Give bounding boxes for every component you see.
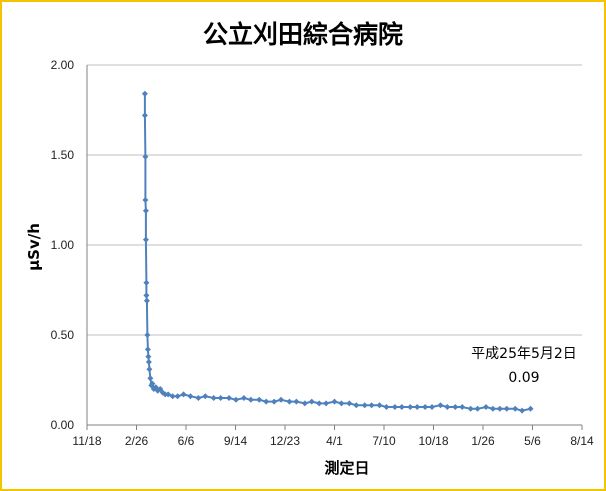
- data-point-54: [391, 404, 398, 410]
- y-tick-label-3: 1.50: [51, 148, 75, 162]
- x-tick-label-7: 10/18: [418, 434, 448, 448]
- data-point-46: [331, 398, 338, 405]
- data-point-8: [143, 297, 150, 304]
- y-tick-label-0: 0.00: [51, 418, 75, 432]
- data-point-26: [180, 391, 187, 398]
- data-point-35: [247, 396, 254, 403]
- series: [141, 90, 534, 414]
- data-point-33: [232, 396, 239, 403]
- data-point-60: [437, 402, 444, 409]
- data-point-32: [226, 395, 233, 401]
- data-point-59: [429, 404, 436, 410]
- y-tick-label-2: 1.00: [51, 238, 75, 252]
- data-point-6: [143, 279, 150, 286]
- x-tick-label-8: 1/26: [471, 434, 495, 448]
- data-point-36: [256, 396, 263, 403]
- x-tick-label-6: 7/10: [372, 434, 396, 448]
- y-tick-label-4: 2.00: [51, 58, 75, 72]
- data-point-49: [353, 402, 360, 409]
- data-point-7: [143, 292, 150, 299]
- data-point-67: [489, 405, 496, 412]
- data-point-0: [141, 90, 148, 97]
- annotation-date: 平成25年5月2日: [471, 346, 577, 362]
- x-tick-label-10: 8/14: [570, 434, 594, 448]
- x-tick-label-5: 4/1: [326, 434, 343, 448]
- data-point-34: [240, 395, 247, 401]
- data-point-52: [376, 402, 383, 409]
- data-point-41: [293, 398, 300, 405]
- chart-title: 公立刈田綜合病院: [203, 20, 403, 49]
- data-point-9: [144, 332, 151, 338]
- data-point-72: [527, 405, 534, 412]
- x-tick-label-9: 5/6: [524, 434, 541, 448]
- data-point-57: [414, 404, 421, 410]
- data-point-4: [142, 207, 149, 214]
- x-tick-label-4: 12/23: [270, 434, 300, 448]
- data-point-44: [316, 400, 323, 407]
- data-point-23: [165, 391, 172, 398]
- x-axis-label: 測定日: [324, 459, 369, 477]
- data-point-25: [174, 393, 181, 400]
- data-point-70: [512, 405, 519, 412]
- data-point-61: [444, 404, 451, 410]
- data-point-64: [467, 405, 474, 412]
- data-point-12: [145, 359, 152, 365]
- data-point-66: [482, 404, 489, 410]
- data-point-50: [361, 402, 368, 409]
- x-tick-label-0: 11/18: [72, 434, 101, 448]
- data-point-29: [202, 393, 209, 400]
- data-point-51: [368, 402, 375, 409]
- data-point-71: [519, 407, 526, 414]
- x-tick-label-2: 6/6: [178, 434, 195, 448]
- data-point-53: [383, 404, 390, 410]
- data-point-20: [157, 386, 164, 392]
- data-point-5: [142, 236, 149, 243]
- series-line-0: [143, 93, 531, 412]
- data-point-55: [398, 404, 405, 410]
- data-point-13: [146, 366, 153, 373]
- y-axis-label: μSv/h: [25, 223, 43, 271]
- axes: [86, 65, 583, 430]
- data-point-1: [141, 112, 148, 119]
- data-point-63: [459, 404, 466, 410]
- data-point-10: [144, 346, 151, 353]
- data-point-68: [496, 405, 503, 412]
- data-point-31: [217, 395, 224, 401]
- data-point-3: [142, 197, 149, 203]
- annotation-value: 0.09: [508, 370, 539, 386]
- data-point-42: [301, 400, 308, 407]
- data-point-45: [323, 400, 330, 407]
- y-tick-label-1: 0.50: [51, 328, 75, 342]
- data-point-14: [147, 375, 154, 382]
- y-tick-labels: 0.00 0.50 1.00 1.50 2.00: [51, 58, 75, 432]
- data-point-43: [308, 398, 315, 405]
- data-point-16: [149, 380, 156, 387]
- data-point-24: [169, 393, 176, 400]
- data-point-47: [338, 400, 345, 407]
- data-point-27: [187, 393, 194, 400]
- data-point-38: [271, 398, 278, 405]
- gridlines: [87, 64, 582, 336]
- data-point-56: [407, 404, 414, 410]
- data-point-30: [210, 395, 217, 401]
- data-point-37: [263, 398, 270, 405]
- data-point-11: [145, 353, 152, 360]
- data-point-28: [195, 395, 202, 401]
- data-point-39: [278, 396, 285, 403]
- x-tick-label-3: 9/14: [224, 434, 248, 448]
- data-point-2: [142, 153, 149, 160]
- data-point-58: [422, 404, 429, 410]
- data-point-69: [503, 405, 510, 412]
- data-point-48: [346, 400, 353, 407]
- x-tick-label-1: 2/26: [125, 434, 149, 448]
- x-tick-labels: 11/18 2/26 6/6 9/14 12/23 4/1 7/10 10/18 1/26 5/6…: [72, 434, 594, 448]
- data-point-40: [286, 398, 293, 405]
- data-point-65: [474, 405, 481, 412]
- data-point-62: [452, 404, 459, 410]
